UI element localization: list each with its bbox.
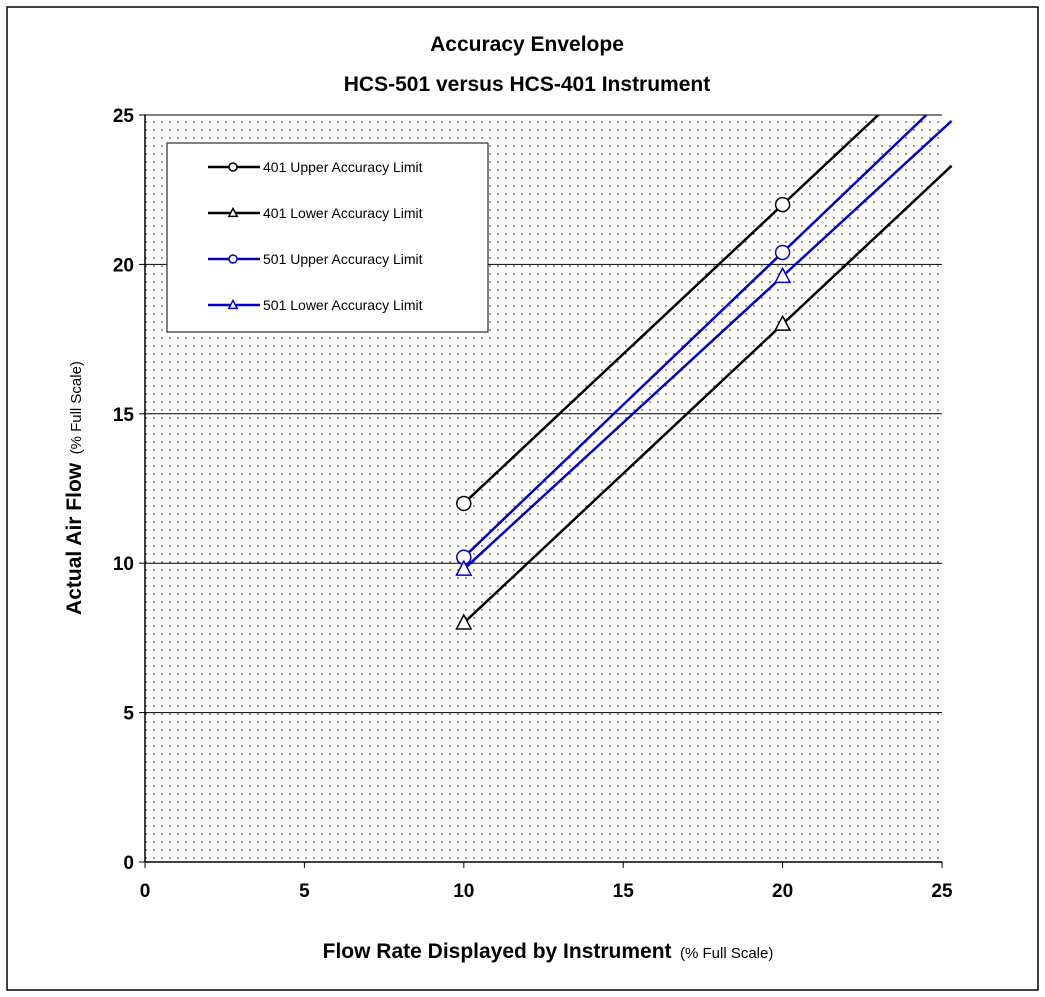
y-tick-label: 5 [123, 704, 134, 725]
series-line [462, 120, 953, 571]
data-point-circle [774, 244, 791, 261]
series-3 [456, 115, 929, 565]
legend-marker-triangle [227, 298, 239, 310]
legend-label: 401 Upper Accuracy Limit [263, 159, 423, 175]
chart-title-line-2: HCS-501 versus HCS-401 Instrument [344, 73, 710, 96]
data-point-triangle [455, 613, 473, 630]
legend-label: 501 Lower Accuracy Limit [263, 297, 423, 313]
legend-label: 401 Lower Accuracy Limit [263, 205, 423, 221]
data-point-triangle [774, 314, 792, 331]
legend-box [166, 142, 489, 333]
series-1 [456, 115, 881, 512]
y-tick-label: 0 [123, 853, 134, 874]
legend-label: 501 Upper Accuracy Limit [263, 251, 423, 267]
x-axis-title: Flow Rate Displayed by Instrument [323, 940, 672, 963]
y-axis-unit: (% Full Scale) [68, 361, 85, 454]
series-line [462, 164, 953, 624]
legend-item: 401 Upper Accuracy Limit [208, 159, 423, 175]
legend-item: 501 Lower Accuracy Limit [208, 297, 423, 313]
legend-marker-triangle [227, 206, 239, 218]
data-point-circle [456, 495, 472, 512]
tick-labels: 0 5 10 15 20 25 0 5 10 15 20 25 [113, 106, 953, 902]
legend-item: 501 Upper Accuracy Limit [208, 251, 423, 267]
y-axis-title: Actual Air Flow [63, 462, 86, 615]
x-tick-label: 10 [453, 881, 474, 902]
x-tick-label: 20 [772, 881, 793, 902]
x-tick-label: 25 [931, 881, 953, 902]
data-point-circle [774, 196, 791, 213]
y-tick-label: 20 [113, 255, 134, 276]
x-axis-label: Flow Rate Displayed by Instrument (% Ful… [323, 940, 774, 963]
series-layer [455, 115, 953, 630]
legend-item: 401 Lower Accuracy Limit [208, 205, 423, 221]
data-point-triangle [774, 266, 792, 284]
y-tick-label: 25 [113, 106, 135, 127]
x-tick-label: 0 [140, 881, 151, 902]
y-tick-label: 15 [113, 405, 135, 426]
axes [139, 114, 943, 868]
chart-title-line-1: Accuracy Envelope [430, 33, 624, 56]
y-axis-label: Actual Air Flow (% Full Scale) [63, 361, 86, 615]
legend-marker-circle [228, 162, 238, 172]
x-tick-label: 5 [299, 881, 310, 902]
x-tick-label: 15 [613, 881, 635, 902]
data-point-triangle [455, 559, 473, 576]
x-axis-unit: (% Full Scale) [680, 945, 773, 962]
series-2 [455, 164, 953, 630]
series-line [462, 115, 929, 559]
series-line [462, 115, 881, 505]
legend-marker-circle [228, 254, 238, 264]
series-4 [455, 120, 953, 576]
legend: 401 Upper Accuracy Limit 401 Lower Accura… [166, 142, 489, 333]
y-tick-label: 10 [113, 554, 134, 575]
